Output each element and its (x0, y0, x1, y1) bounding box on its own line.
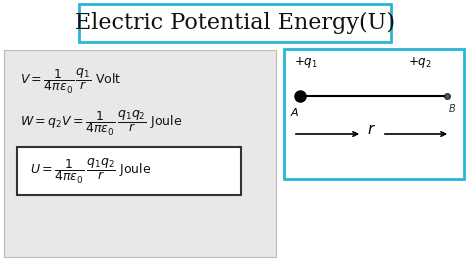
Text: $\mathit{W} = q_2\mathit{V} = \dfrac{1}{4\pi\varepsilon_0}\,\dfrac{q_1 q_2}{r}$ : $\mathit{W} = q_2\mathit{V} = \dfrac{1}{… (20, 109, 182, 138)
FancyBboxPatch shape (4, 50, 276, 257)
Text: A: A (291, 108, 299, 118)
Text: $+q_1$: $+q_1$ (294, 55, 318, 69)
Text: $\mathit{U} = \dfrac{1}{4\pi\varepsilon_0}\,\dfrac{q_1 q_2}{r}$ Joule: $\mathit{U} = \dfrac{1}{4\pi\varepsilon_… (30, 156, 151, 185)
FancyBboxPatch shape (79, 4, 391, 42)
FancyBboxPatch shape (17, 147, 241, 195)
Text: B: B (449, 104, 456, 114)
Text: $+q_2$: $+q_2$ (408, 55, 432, 69)
Text: $r$: $r$ (367, 123, 376, 138)
Text: Electric Potential Energy(U): Electric Potential Energy(U) (75, 12, 395, 34)
FancyBboxPatch shape (284, 49, 464, 179)
Text: $\mathit{V} = \dfrac{1}{4\pi\varepsilon_0}\,\dfrac{q_1}{r}$ Volt: $\mathit{V} = \dfrac{1}{4\pi\varepsilon_… (20, 66, 121, 95)
